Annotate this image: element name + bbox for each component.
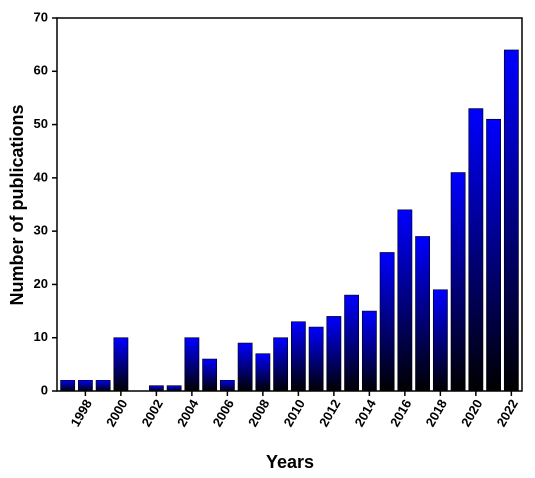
- bar: [503, 49, 519, 392]
- bar: [450, 172, 466, 392]
- bar: [148, 385, 164, 392]
- y-tick-label: 30: [34, 223, 48, 238]
- bar: [255, 353, 271, 392]
- bar: [326, 316, 342, 392]
- x-tick-label: 2002: [139, 397, 166, 430]
- x-tick-label: 2000: [103, 397, 130, 430]
- bar: [432, 289, 448, 392]
- bar: [219, 380, 235, 392]
- y-tick-label: 0: [41, 382, 48, 397]
- bar: [486, 118, 502, 392]
- bar: [361, 310, 377, 392]
- bar: [166, 385, 182, 392]
- y-tick-label: 60: [34, 63, 48, 78]
- bar: [77, 380, 93, 392]
- bar: [273, 337, 289, 392]
- bar: [344, 294, 360, 392]
- bar: [95, 380, 111, 392]
- bar: [468, 108, 484, 392]
- x-tick-label: 2020: [458, 397, 485, 430]
- x-tick-label: 2018: [422, 397, 449, 430]
- bar: [290, 321, 306, 392]
- bar: [202, 358, 218, 392]
- y-tick-label: 20: [34, 276, 48, 291]
- x-tick-label: 2016: [387, 397, 414, 430]
- bar: [237, 342, 253, 392]
- y-tick-label: 40: [34, 169, 48, 184]
- x-tick-label: 2006: [210, 397, 237, 430]
- bar: [184, 337, 200, 392]
- y-axis-title: Number of publications: [7, 104, 27, 305]
- bar: [397, 209, 413, 392]
- bar: [113, 337, 129, 392]
- bar: [379, 252, 395, 392]
- y-tick-label: 10: [34, 329, 48, 344]
- x-tick-label: 2008: [245, 397, 272, 430]
- y-tick-label: 70: [34, 9, 48, 24]
- x-tick-label: 2010: [280, 397, 307, 430]
- bar: [60, 380, 76, 392]
- x-axis-title: Years: [266, 452, 314, 472]
- y-tick-label: 50: [34, 116, 48, 131]
- x-tick-label: 2004: [174, 396, 202, 429]
- bar: [415, 236, 431, 392]
- bar: [308, 326, 324, 392]
- x-tick-label: 2012: [316, 397, 343, 430]
- x-tick-label: 1998: [68, 397, 95, 430]
- x-tick-label: 2022: [493, 397, 520, 430]
- plot-frame: [56, 17, 523, 392]
- x-tick-label: 2014: [351, 396, 379, 429]
